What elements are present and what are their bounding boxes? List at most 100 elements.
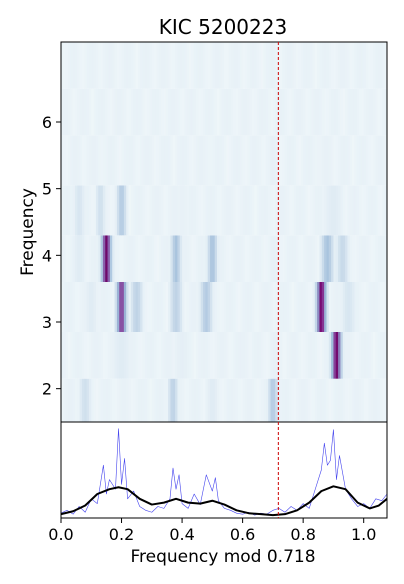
heatmap-cell	[354, 42, 358, 89]
heatmap-cell	[254, 185, 257, 236]
heatmap-cell	[310, 235, 313, 282]
heatmap-cell	[326, 235, 330, 282]
heatmap-cell	[158, 135, 162, 186]
heatmap-cell	[95, 185, 99, 236]
heatmap-cell	[170, 378, 174, 422]
heatmap-cell	[263, 282, 267, 332]
heatmap-cell	[72, 378, 76, 422]
heatmap-cell	[282, 332, 285, 379]
heatmap-cell	[247, 42, 251, 89]
heatmap-cell	[214, 42, 218, 89]
heatmap-cell	[191, 88, 195, 136]
heatmap-cell	[235, 378, 239, 422]
heatmap-cell	[317, 88, 320, 136]
heatmap-cell	[102, 332, 106, 379]
heatmap-cell	[212, 42, 216, 89]
heatmap-cell	[340, 332, 344, 379]
heatmap-cell	[95, 378, 99, 422]
heatmap-cell	[352, 42, 355, 89]
heatmap-cell	[79, 282, 83, 332]
heatmap-cell	[217, 282, 220, 332]
heatmap-cell	[84, 135, 88, 186]
heatmap-cell	[328, 282, 332, 332]
heatmap-cell	[200, 88, 204, 136]
heatmap-cell	[205, 378, 209, 422]
heatmap-cell	[349, 378, 353, 422]
heatmap-cell	[196, 135, 199, 186]
heatmap-cell	[168, 332, 171, 379]
heatmap-cell	[373, 332, 376, 379]
heatmap-cell	[284, 88, 288, 136]
y-tick-label: 3	[42, 313, 52, 332]
heatmap-cell	[130, 378, 134, 422]
heatmap-cell	[275, 378, 278, 422]
heatmap-cell	[186, 42, 190, 89]
heatmap-cell	[182, 332, 185, 379]
heatmap-cell	[377, 185, 381, 236]
heatmap-cell	[305, 185, 309, 236]
heatmap-cell	[207, 235, 211, 282]
heatmap-cell	[228, 378, 232, 422]
heatmap-cell	[375, 42, 379, 89]
heatmap-cell	[261, 135, 264, 186]
heatmap-cell	[242, 88, 246, 136]
heatmap-cell	[366, 42, 369, 89]
heatmap-cell	[67, 185, 71, 236]
heatmap-cell	[300, 42, 304, 89]
heatmap-cell	[212, 88, 216, 136]
heatmap-cell	[380, 282, 383, 332]
heatmap-cell	[158, 88, 162, 136]
heatmap-cell	[228, 185, 232, 236]
heatmap-cell	[270, 282, 274, 332]
heatmap-cell	[114, 378, 118, 422]
heatmap-cell	[63, 332, 67, 379]
heatmap-cell	[121, 282, 125, 332]
heatmap-cell	[265, 42, 269, 89]
heatmap-cell	[286, 378, 290, 422]
heatmap-cell	[335, 135, 339, 186]
heatmap-cell	[233, 235, 237, 282]
heatmap-cell	[286, 135, 290, 186]
heatmap-cell	[121, 235, 125, 282]
heatmap-cell	[226, 185, 230, 236]
heatmap-cell	[200, 235, 204, 282]
heatmap-cell	[144, 135, 148, 186]
heatmap-cell	[67, 332, 71, 379]
heatmap-cell	[305, 42, 309, 89]
heatmap-cell	[91, 235, 94, 282]
heatmap-cell	[70, 235, 74, 282]
heatmap-cell	[300, 332, 304, 379]
heatmap-cell	[233, 282, 237, 332]
heatmap-cell	[179, 185, 183, 236]
heatmap-cell	[186, 235, 190, 282]
heatmap-cell	[65, 332, 69, 379]
heatmap-cell	[105, 235, 108, 282]
heatmap-cell	[326, 332, 330, 379]
heatmap-cell	[95, 282, 99, 332]
heatmap-cell	[140, 135, 143, 186]
heatmap-cell	[307, 88, 311, 136]
heatmap-cell	[382, 332, 386, 379]
heatmap-cell	[126, 235, 129, 282]
heatmap-cell	[70, 88, 74, 136]
heatmap-cell	[354, 135, 358, 186]
heatmap-cell	[356, 378, 360, 422]
heatmap-cell	[233, 88, 237, 136]
heatmap-cell	[275, 135, 278, 186]
heatmap-cell	[270, 378, 274, 422]
heatmap-cell	[256, 88, 260, 136]
heatmap-cell	[65, 378, 69, 422]
heatmap-cell	[363, 235, 367, 282]
heatmap-cell	[168, 235, 171, 282]
heatmap-cell	[335, 88, 339, 136]
heatmap-cell	[347, 185, 351, 236]
heatmap-cell	[186, 282, 190, 332]
heatmap-cell	[300, 378, 304, 422]
heatmap-cell	[296, 135, 299, 186]
heatmap-cell	[375, 235, 379, 282]
heatmap-cell	[151, 378, 155, 422]
heatmap-cell	[137, 332, 141, 379]
x-tick-label: 0.4	[169, 525, 194, 544]
heatmap-cell	[289, 378, 292, 422]
heatmap-cell	[321, 378, 325, 422]
